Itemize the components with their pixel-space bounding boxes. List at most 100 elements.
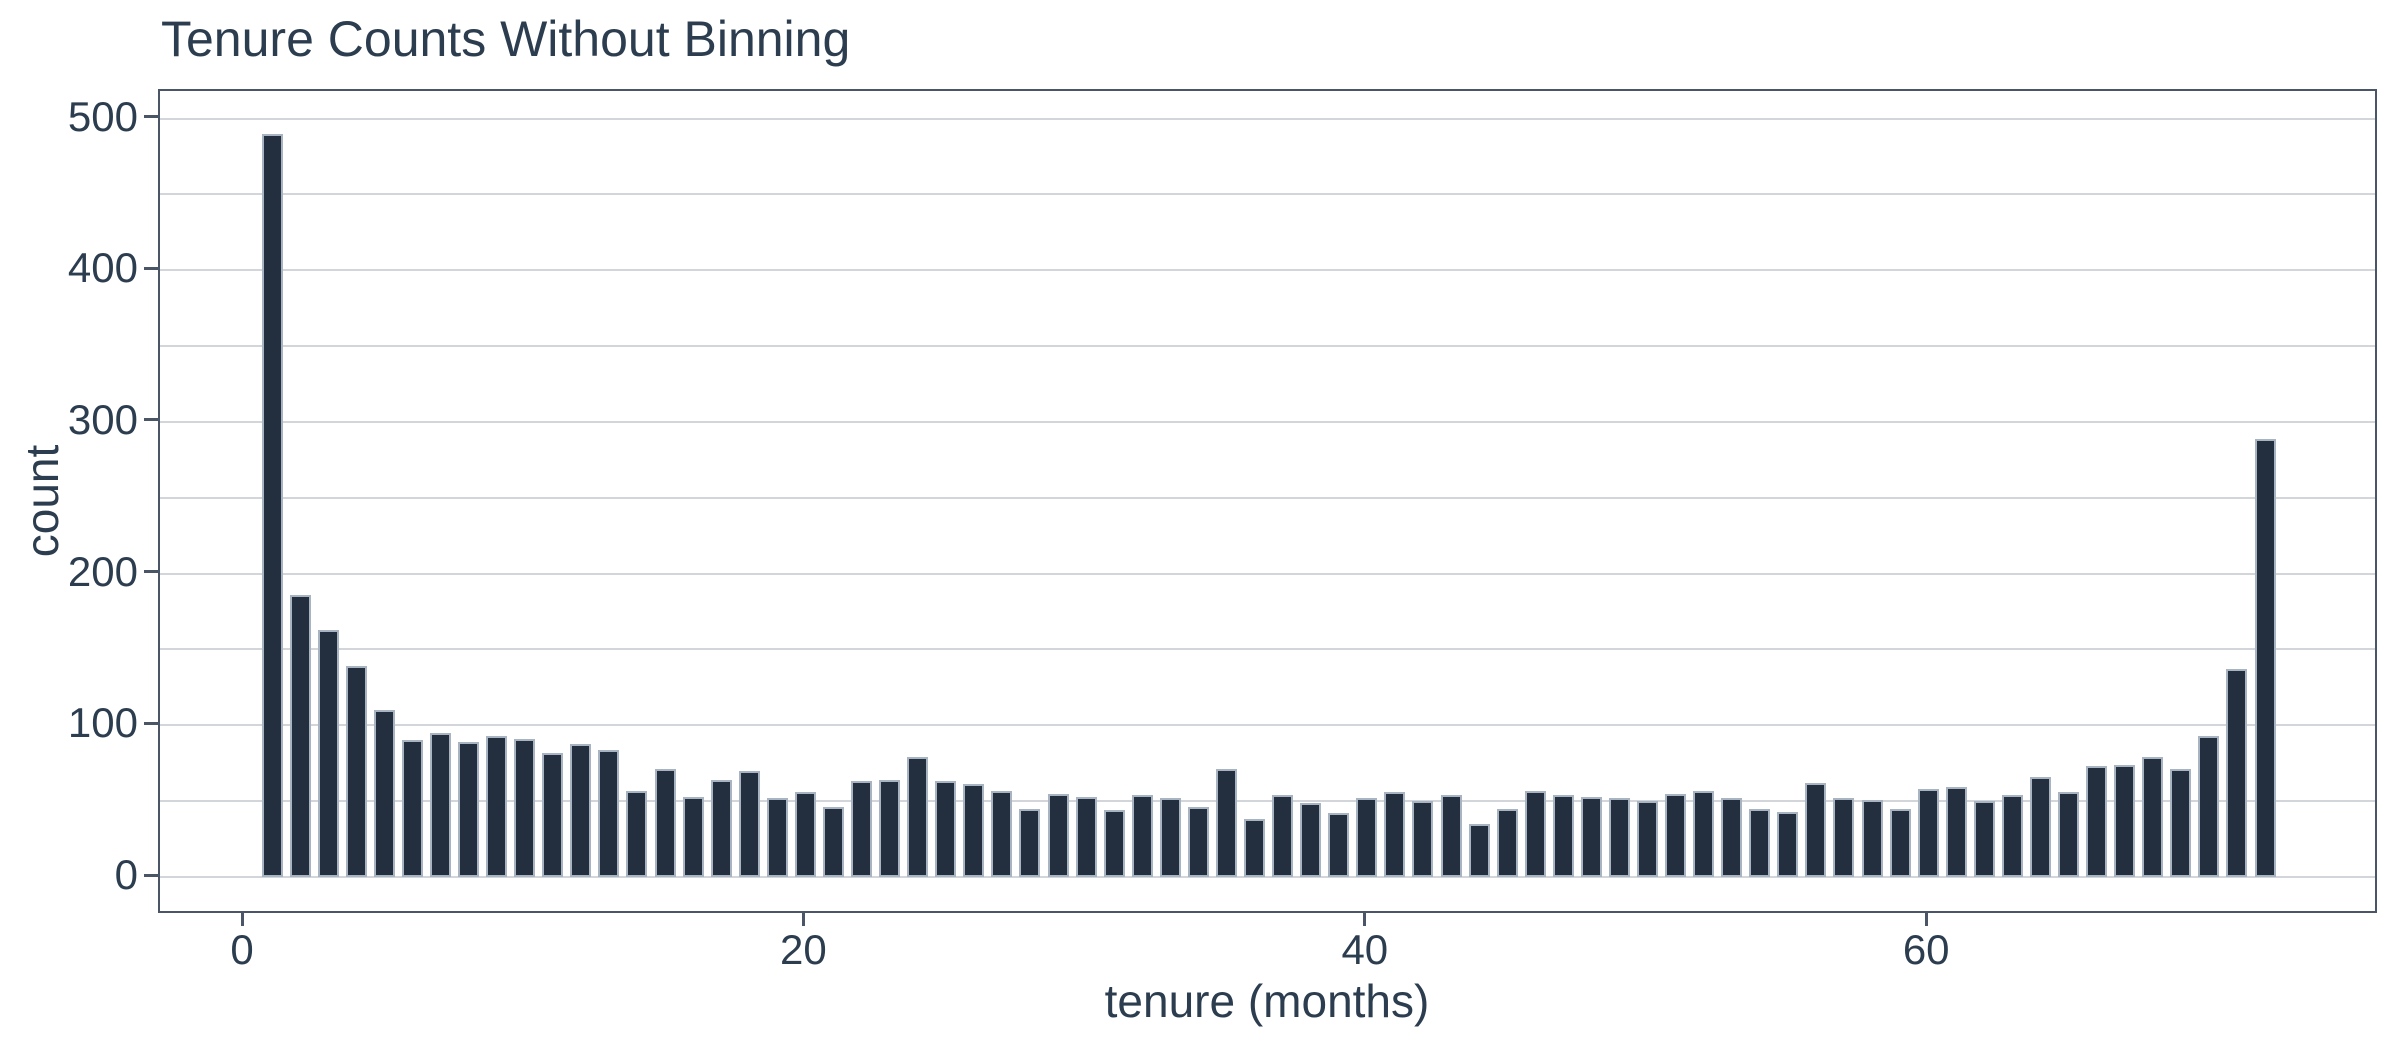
bar (1356, 798, 1378, 877)
bar (822, 807, 844, 877)
bar (1749, 808, 1771, 877)
bar (1384, 792, 1406, 877)
x-tick-mark (240, 913, 244, 926)
bar (1665, 793, 1687, 877)
bar (879, 779, 901, 877)
bar (1075, 796, 1097, 877)
bar (598, 749, 620, 877)
bar (1272, 795, 1294, 877)
bar (2029, 776, 2051, 877)
x-tick-mark (1363, 913, 1367, 926)
bar (1159, 798, 1181, 877)
bar (345, 666, 367, 877)
bar (1805, 782, 1827, 877)
y-tick-mark (144, 721, 158, 725)
bar (2114, 764, 2136, 877)
bar (1468, 823, 1490, 877)
bar (1019, 808, 1041, 877)
bar (1973, 801, 1995, 877)
bar (2170, 769, 2192, 877)
gridline (160, 269, 2375, 272)
bar (626, 790, 648, 877)
y-tick-label: 0 (114, 851, 138, 898)
bar (1328, 813, 1350, 877)
y-tick-mark (144, 115, 158, 118)
x-tick-label: 0 (230, 926, 254, 973)
bar (2001, 795, 2023, 877)
gridline (160, 420, 2375, 423)
y-tick-label: 300 (67, 395, 138, 443)
chart-title: Tenure Counts Without Binning (161, 11, 851, 67)
bar (935, 781, 957, 877)
bar (2198, 735, 2220, 877)
bar (2086, 766, 2108, 877)
bar (1524, 790, 1546, 877)
y-axis-label: count (16, 444, 68, 558)
gridline (160, 800, 2375, 803)
bar (1103, 810, 1125, 877)
bar (1608, 798, 1630, 877)
gridline (160, 724, 2375, 727)
bar (963, 784, 985, 877)
bar (514, 738, 536, 877)
bar (401, 740, 423, 877)
bar (1833, 798, 1855, 877)
bar (1580, 796, 1602, 877)
bar (1693, 790, 1715, 877)
bar (907, 757, 929, 877)
bar (542, 752, 564, 877)
gridline (160, 876, 2375, 878)
bar (1187, 807, 1209, 877)
bar (766, 798, 788, 877)
bar (1917, 789, 1939, 877)
x-tick-mark (1924, 913, 1928, 926)
bar (794, 792, 816, 877)
bar (1889, 808, 1911, 877)
gridline (160, 572, 2375, 575)
y-tick-mark (144, 570, 158, 574)
bar (317, 629, 339, 877)
bar (1244, 819, 1266, 877)
bar (570, 743, 592, 877)
bar (261, 133, 283, 877)
bar (1721, 798, 1743, 877)
bar (458, 741, 480, 877)
bar (1945, 787, 1967, 877)
bar (2254, 438, 2276, 877)
bar (1300, 802, 1322, 877)
bar (682, 796, 704, 877)
bar (654, 769, 676, 877)
bar (851, 781, 873, 877)
bar (2058, 792, 2080, 877)
y-tick-mark (144, 266, 158, 270)
y-tick-label: 500 (67, 92, 138, 140)
x-axis-label: tenure (months) (1104, 975, 1430, 1027)
bar (738, 770, 760, 877)
y-tick-label: 100 (67, 699, 138, 747)
bar (1861, 799, 1883, 877)
bar (1496, 808, 1518, 877)
bar (1637, 801, 1658, 877)
bar (710, 779, 732, 877)
gridline (160, 648, 2375, 651)
bar (1131, 795, 1153, 877)
bar (1777, 811, 1799, 877)
bar (289, 594, 311, 877)
x-tick-label: 60 (1902, 926, 1950, 973)
bar (1412, 801, 1434, 877)
bar (2226, 669, 2248, 877)
gridline (160, 496, 2375, 499)
gridline (160, 117, 2375, 120)
bar (429, 732, 451, 877)
gridline (160, 345, 2375, 348)
bar (373, 710, 395, 877)
bar (1440, 795, 1462, 877)
x-tick-mark (801, 913, 805, 926)
y-tick-mark (144, 418, 158, 422)
bar (1047, 793, 1069, 877)
bar (991, 790, 1013, 877)
gridline (160, 193, 2375, 196)
x-tick-label: 20 (780, 926, 827, 973)
bar (1552, 795, 1574, 877)
